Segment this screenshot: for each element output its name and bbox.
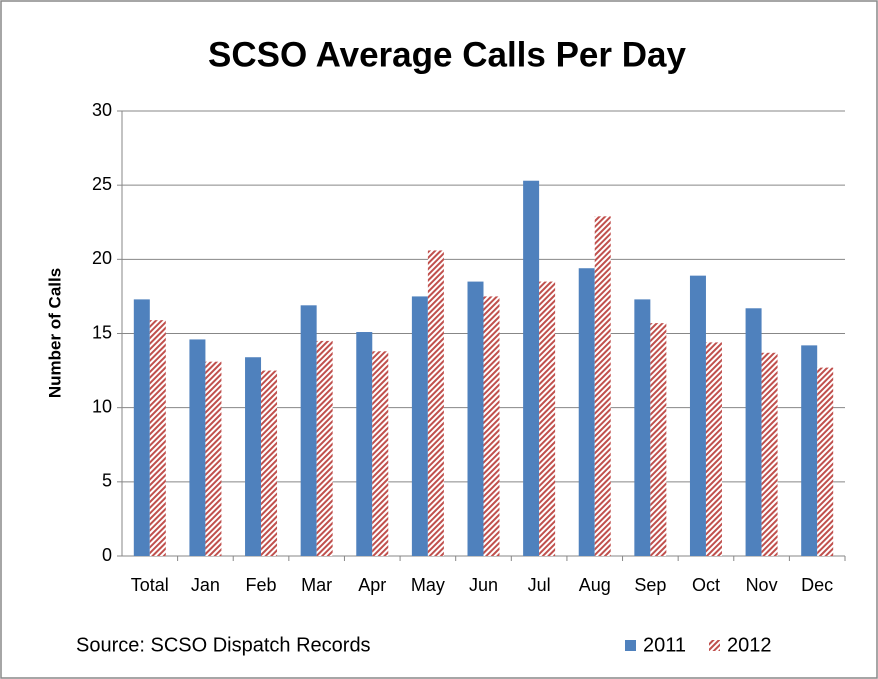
x-tick-label: Nov [746, 575, 778, 595]
bar [356, 332, 373, 556]
y-tick-label: 25 [92, 174, 112, 194]
bar [427, 250, 444, 556]
bar [245, 357, 262, 556]
legend-label: 2012 [727, 634, 772, 656]
legend-label: 2011 [643, 634, 686, 656]
x-tick-label: Sep [634, 575, 666, 595]
bar [467, 281, 484, 556]
bar [689, 275, 706, 556]
bar [189, 339, 206, 556]
bar [411, 296, 428, 556]
x-tick-label: Jan [191, 575, 220, 595]
x-tick-label: Feb [246, 575, 277, 595]
bar [133, 299, 150, 556]
y-tick-label: 5 [102, 471, 112, 491]
bar [539, 281, 556, 556]
x-tick-label: May [411, 575, 445, 595]
bar [300, 305, 317, 556]
bar [801, 345, 818, 556]
y-tick-label: 15 [92, 322, 112, 342]
bar [205, 361, 222, 556]
bar [483, 296, 500, 556]
bar [594, 216, 611, 557]
bar [761, 352, 778, 556]
y-tick-label: 10 [92, 396, 112, 416]
annotation: Source: SCSO Dispatch Records [76, 634, 371, 656]
legend-swatch [709, 640, 720, 651]
bar [261, 370, 278, 556]
y-axis-label: Number of Calls [45, 268, 64, 398]
x-tick-label: Jun [469, 575, 498, 595]
bar [149, 320, 166, 556]
x-tick-label: Dec [801, 575, 833, 595]
bar [705, 342, 722, 556]
y-tick-label: 20 [92, 248, 112, 268]
bar [650, 323, 667, 556]
x-tick-label: Mar [301, 575, 332, 595]
bar [745, 308, 762, 556]
bar [817, 367, 834, 556]
bar [523, 180, 540, 556]
x-tick-label: Total [131, 575, 169, 595]
x-tick-label: Oct [692, 575, 720, 595]
bar [634, 299, 651, 556]
x-tick-label: Apr [358, 575, 386, 595]
x-tick-label: Jul [528, 575, 551, 595]
legend-swatch [625, 640, 636, 651]
y-tick-label: 0 [102, 545, 112, 565]
bar [578, 268, 595, 556]
x-tick-label: Aug [579, 575, 611, 595]
bar [372, 351, 389, 556]
chart-title: SCSO Average Calls Per Day [208, 35, 686, 74]
bar [316, 340, 333, 556]
y-tick-label: 30 [92, 100, 112, 120]
